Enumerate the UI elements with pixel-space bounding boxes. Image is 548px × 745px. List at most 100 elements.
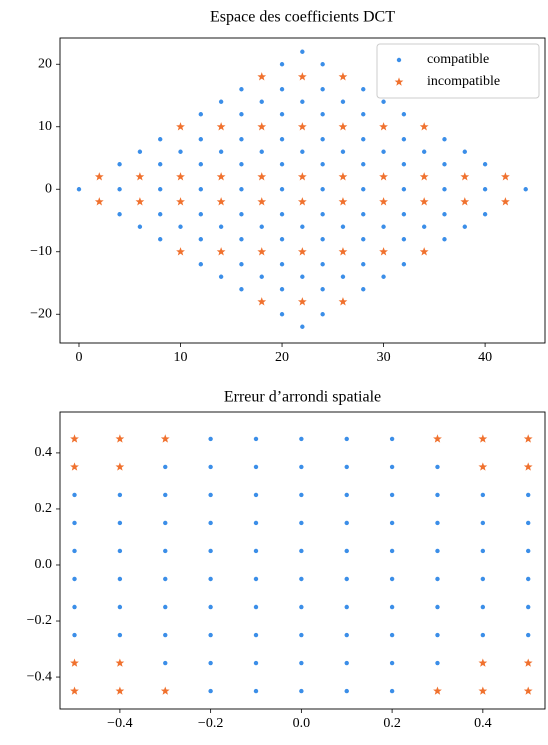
star-point bbox=[70, 658, 79, 667]
point bbox=[320, 162, 325, 167]
star-point bbox=[419, 122, 429, 131]
point bbox=[72, 492, 77, 498]
point bbox=[526, 632, 531, 638]
x-tick-label: 0.4 bbox=[474, 716, 492, 731]
star-point bbox=[433, 686, 442, 695]
point bbox=[117, 162, 122, 167]
point bbox=[320, 62, 325, 67]
y-tick-label: 20 bbox=[38, 56, 52, 71]
point bbox=[320, 112, 325, 117]
point bbox=[253, 436, 259, 442]
legend-marker bbox=[396, 57, 402, 63]
point bbox=[480, 548, 486, 554]
point bbox=[239, 87, 244, 92]
point bbox=[320, 287, 325, 292]
point bbox=[344, 548, 349, 554]
point bbox=[198, 187, 204, 192]
point bbox=[208, 688, 213, 694]
point bbox=[253, 632, 259, 638]
point bbox=[340, 224, 346, 229]
star-point bbox=[135, 197, 145, 206]
point bbox=[259, 149, 264, 154]
point bbox=[259, 99, 264, 104]
chart: Espace des coefficients DCT 0 10 20 30 40 −20 −… bbox=[30, 9, 546, 365]
point bbox=[239, 237, 244, 242]
point bbox=[340, 99, 346, 104]
point bbox=[389, 576, 395, 582]
point bbox=[253, 576, 259, 582]
point bbox=[462, 224, 467, 229]
point bbox=[163, 464, 168, 470]
point bbox=[299, 660, 304, 666]
point bbox=[480, 604, 486, 610]
point bbox=[401, 212, 407, 217]
point bbox=[208, 436, 213, 442]
point bbox=[442, 237, 447, 242]
point bbox=[480, 576, 486, 582]
point bbox=[218, 149, 224, 154]
point bbox=[340, 149, 346, 154]
star-point bbox=[297, 122, 307, 131]
point bbox=[435, 520, 440, 526]
point bbox=[253, 604, 259, 610]
point bbox=[279, 212, 285, 217]
point bbox=[279, 187, 285, 192]
star-point bbox=[216, 197, 226, 206]
point bbox=[435, 604, 440, 610]
star-point bbox=[419, 247, 429, 256]
point bbox=[381, 224, 386, 229]
x-tick-label: 30 bbox=[377, 350, 391, 365]
point bbox=[523, 187, 528, 192]
point bbox=[344, 520, 349, 526]
point bbox=[299, 604, 304, 610]
point bbox=[344, 604, 349, 610]
point bbox=[239, 187, 244, 192]
star-point bbox=[257, 72, 267, 81]
point bbox=[320, 87, 325, 92]
star-point bbox=[501, 197, 510, 206]
point bbox=[401, 137, 407, 142]
star-point bbox=[419, 197, 429, 206]
point bbox=[442, 162, 447, 167]
star-point bbox=[460, 172, 470, 181]
point bbox=[435, 660, 440, 666]
point bbox=[253, 492, 259, 498]
point bbox=[279, 287, 285, 292]
star-point bbox=[297, 247, 307, 256]
point bbox=[163, 520, 168, 526]
point bbox=[344, 660, 349, 666]
point bbox=[344, 464, 349, 470]
y-tick-label: −20 bbox=[30, 306, 52, 321]
point bbox=[117, 604, 123, 610]
x-tick-label: 40 bbox=[478, 350, 492, 365]
point bbox=[299, 520, 304, 526]
point bbox=[389, 436, 395, 442]
point bbox=[299, 632, 304, 638]
point bbox=[117, 548, 123, 554]
star-point bbox=[257, 172, 267, 181]
star-point bbox=[478, 434, 488, 443]
point bbox=[137, 224, 143, 229]
star-point bbox=[115, 434, 125, 443]
point bbox=[72, 604, 77, 610]
point bbox=[344, 632, 349, 638]
star-point bbox=[523, 658, 533, 667]
y-tick-label: −0.2 bbox=[27, 613, 52, 628]
y-tick-label: 10 bbox=[38, 119, 52, 134]
point bbox=[435, 632, 440, 638]
point bbox=[361, 162, 366, 167]
point bbox=[158, 237, 163, 242]
point bbox=[198, 212, 204, 217]
star-point bbox=[70, 434, 79, 443]
point bbox=[435, 464, 440, 470]
point bbox=[480, 520, 486, 526]
point bbox=[279, 87, 285, 92]
point bbox=[442, 212, 447, 217]
point bbox=[320, 312, 325, 317]
point bbox=[259, 274, 264, 279]
star-point bbox=[338, 297, 348, 306]
point bbox=[253, 688, 259, 694]
star-point bbox=[501, 172, 510, 181]
y-tick-label: 0.0 bbox=[35, 557, 53, 572]
